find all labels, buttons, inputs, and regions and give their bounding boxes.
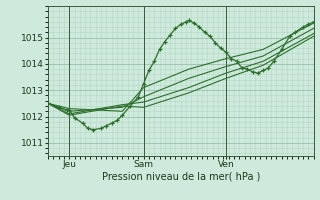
X-axis label: Pression niveau de la mer( hPa ): Pression niveau de la mer( hPa ) bbox=[102, 172, 260, 182]
